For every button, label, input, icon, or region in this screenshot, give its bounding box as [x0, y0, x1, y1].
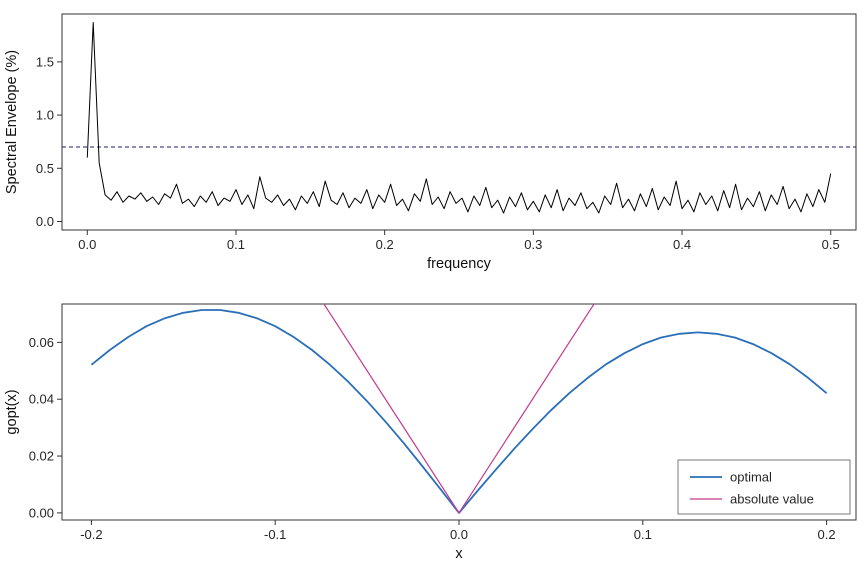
y-axis-title: Spectral Envelope (%): [4, 50, 20, 194]
x-tick-label: 0.5: [822, 237, 840, 252]
gopt-chart: -0.2 -0.1 0.0 0.1 0.2 0.00 0.02 0.04 0.06 x gopt(x…: [0, 276, 864, 576]
y-tick-label: 0.0: [36, 214, 54, 229]
x-axis-title: frequency: [427, 256, 491, 272]
y-tick-label: 0.5: [36, 161, 54, 176]
x-tick-label: 0.1: [634, 527, 652, 542]
series-line-spectral-envelope: [86, 22, 832, 214]
legend-box: [677, 459, 851, 515]
x-tick-label: 0.2: [818, 527, 836, 542]
y-tick-label: 0.04: [29, 392, 54, 407]
chart-svg: 0.0 0.1 0.2 0.3 0.4 0.5 0.0 0.5 1.0 1.5 frequency S…: [4, 13, 857, 272]
x-tick-label: 0.4: [673, 237, 691, 252]
x-tick-label: 0.0: [450, 527, 468, 542]
x-tick-label: 0.0: [78, 237, 96, 252]
x-axis-title: x: [455, 546, 463, 562]
spectral-envelope-chart: 0.0 0.1 0.2 0.3 0.4 0.5 0.0 0.5 1.0 1.5 frequency S…: [0, 0, 864, 276]
series-line-absolute-value: [323, 304, 595, 514]
legend-label: optimal: [730, 470, 772, 485]
legend-label: absolute value: [730, 492, 814, 507]
y-tick-label: 0.06: [29, 335, 54, 350]
y-tick-label: 1.5: [36, 54, 54, 69]
x-tick-label: 0.2: [376, 237, 394, 252]
x-tick-label: -0.2: [80, 527, 102, 542]
x-tick-label: 0.3: [524, 237, 542, 252]
y-axis-title: gopt(x): [4, 389, 20, 434]
y-tick-label: 1.0: [36, 108, 54, 123]
y-tick-label: 0.00: [29, 505, 54, 520]
chart-svg: -0.2 -0.1 0.0 0.1 0.2 0.00 0.02 0.04 0.06 x gopt(x…: [4, 303, 857, 562]
plot-box: [61, 13, 857, 231]
x-tick-label: 0.1: [227, 237, 245, 252]
x-tick-label: -0.1: [264, 527, 286, 542]
y-tick-label: 0.02: [29, 449, 54, 464]
